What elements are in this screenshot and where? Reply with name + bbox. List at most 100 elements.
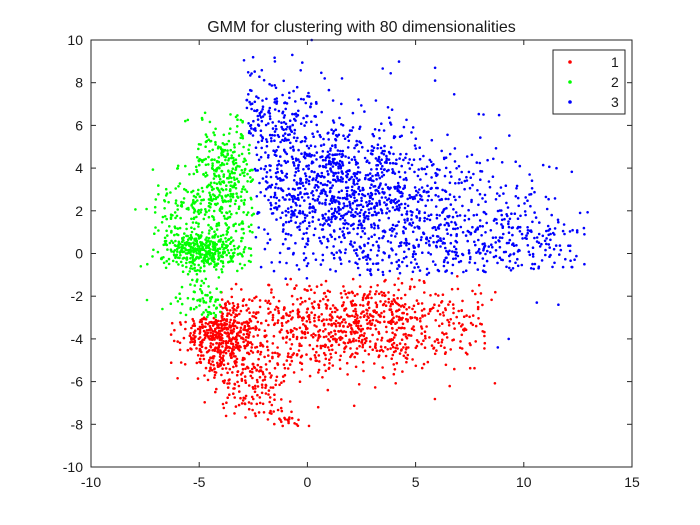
data-point-series-1 bbox=[393, 283, 397, 287]
data-point-series-1 bbox=[285, 336, 288, 339]
data-point-series-1 bbox=[196, 377, 200, 380]
data-point-series-2 bbox=[229, 113, 232, 116]
data-point-series-3 bbox=[473, 230, 477, 233]
data-point-series-3 bbox=[510, 212, 513, 215]
data-point-series-3 bbox=[275, 127, 278, 131]
data-point-series-2 bbox=[204, 133, 208, 136]
data-point-series-1 bbox=[255, 368, 258, 372]
data-point-series-2 bbox=[207, 305, 211, 309]
data-point-series-3 bbox=[341, 152, 344, 156]
data-point-series-3 bbox=[472, 214, 476, 217]
data-point-series-1 bbox=[372, 309, 375, 313]
data-point-series-2 bbox=[163, 243, 167, 246]
data-point-series-3 bbox=[409, 261, 413, 264]
data-point-series-1 bbox=[274, 379, 278, 382]
data-point-series-1 bbox=[213, 373, 217, 377]
data-point-series-3 bbox=[484, 270, 487, 274]
data-point-series-1 bbox=[275, 305, 278, 309]
data-point-series-1 bbox=[324, 343, 327, 347]
data-point-series-3 bbox=[400, 194, 404, 198]
data-point-series-2 bbox=[242, 250, 246, 254]
data-point-series-3 bbox=[361, 145, 364, 149]
data-point-series-3 bbox=[494, 236, 498, 239]
data-point-series-2 bbox=[213, 246, 216, 249]
data-point-series-1 bbox=[239, 330, 242, 334]
data-point-series-3 bbox=[397, 189, 400, 192]
data-point-series-3 bbox=[525, 234, 528, 237]
data-point-series-3 bbox=[534, 216, 538, 219]
data-point-series-3 bbox=[383, 144, 386, 148]
data-point-series-3 bbox=[491, 175, 495, 178]
data-point-series-1 bbox=[339, 315, 343, 319]
data-point-series-1 bbox=[349, 340, 353, 344]
data-point-series-1 bbox=[228, 382, 231, 385]
data-point-series-2 bbox=[201, 198, 205, 202]
data-point-series-2 bbox=[242, 211, 245, 214]
data-point-series-1 bbox=[395, 309, 399, 313]
data-point-series-3 bbox=[359, 141, 363, 145]
data-point-series-3 bbox=[282, 79, 286, 83]
data-point-series-3 bbox=[329, 187, 332, 190]
data-point-series-1 bbox=[251, 299, 254, 303]
data-point-series-3 bbox=[301, 61, 304, 64]
data-point-series-3 bbox=[268, 115, 272, 118]
legend-label-2: 2 bbox=[611, 74, 619, 90]
data-point-series-1 bbox=[186, 348, 190, 352]
data-point-series-3 bbox=[553, 197, 557, 200]
data-point-series-3 bbox=[378, 137, 381, 140]
data-point-series-2 bbox=[205, 139, 208, 143]
data-point-series-3 bbox=[288, 119, 292, 122]
data-point-series-3 bbox=[324, 198, 328, 202]
data-point-series-3 bbox=[393, 172, 397, 175]
data-point-series-2 bbox=[179, 216, 182, 220]
data-point-series-1 bbox=[220, 373, 223, 377]
chart-title: GMM for clustering with 80 dimensionalit… bbox=[207, 19, 516, 36]
data-point-series-2 bbox=[168, 241, 172, 245]
data-point-series-3 bbox=[366, 149, 370, 153]
data-point-series-2 bbox=[212, 311, 216, 315]
data-point-series-3 bbox=[246, 71, 250, 74]
data-point-series-3 bbox=[400, 164, 404, 168]
data-point-series-3 bbox=[331, 153, 335, 157]
data-point-series-3 bbox=[381, 230, 385, 233]
data-point-series-1 bbox=[208, 338, 211, 341]
data-point-series-1 bbox=[201, 341, 204, 344]
data-point-series-1 bbox=[371, 333, 374, 337]
data-point-series-2 bbox=[207, 313, 210, 317]
data-point-series-3 bbox=[569, 259, 572, 263]
data-point-series-3 bbox=[308, 211, 312, 214]
data-point-series-3 bbox=[298, 182, 301, 185]
data-point-series-3 bbox=[267, 198, 270, 202]
data-point-series-3 bbox=[294, 209, 297, 212]
data-point-series-3 bbox=[253, 70, 256, 73]
data-point-series-1 bbox=[441, 338, 444, 342]
data-point-series-1 bbox=[225, 346, 229, 350]
data-point-series-2 bbox=[246, 180, 249, 183]
data-point-series-2 bbox=[197, 159, 200, 162]
data-point-series-2 bbox=[187, 206, 190, 210]
data-point-series-3 bbox=[575, 254, 578, 258]
data-point-series-1 bbox=[179, 361, 183, 364]
data-point-series-1 bbox=[417, 302, 420, 305]
data-point-series-3 bbox=[257, 140, 260, 144]
data-point-series-3 bbox=[303, 140, 307, 143]
data-point-series-3 bbox=[491, 245, 494, 249]
data-point-series-1 bbox=[286, 283, 289, 286]
data-point-series-3 bbox=[316, 180, 320, 184]
data-point-series-3 bbox=[329, 147, 332, 150]
data-point-series-2 bbox=[169, 248, 173, 251]
data-point-series-3 bbox=[281, 93, 284, 97]
data-point-series-3 bbox=[370, 145, 374, 148]
data-point-series-3 bbox=[337, 162, 341, 166]
data-point-series-3 bbox=[331, 157, 335, 161]
data-point-series-3 bbox=[370, 223, 373, 227]
data-point-series-3 bbox=[489, 229, 493, 232]
data-point-series-2 bbox=[214, 175, 218, 178]
data-point-series-1 bbox=[245, 332, 249, 336]
data-point-series-3 bbox=[266, 156, 270, 159]
data-point-series-3 bbox=[292, 251, 295, 255]
data-point-series-1 bbox=[310, 302, 314, 305]
data-point-series-2 bbox=[191, 201, 195, 204]
data-point-series-3 bbox=[496, 346, 500, 349]
data-point-series-1 bbox=[292, 352, 296, 355]
